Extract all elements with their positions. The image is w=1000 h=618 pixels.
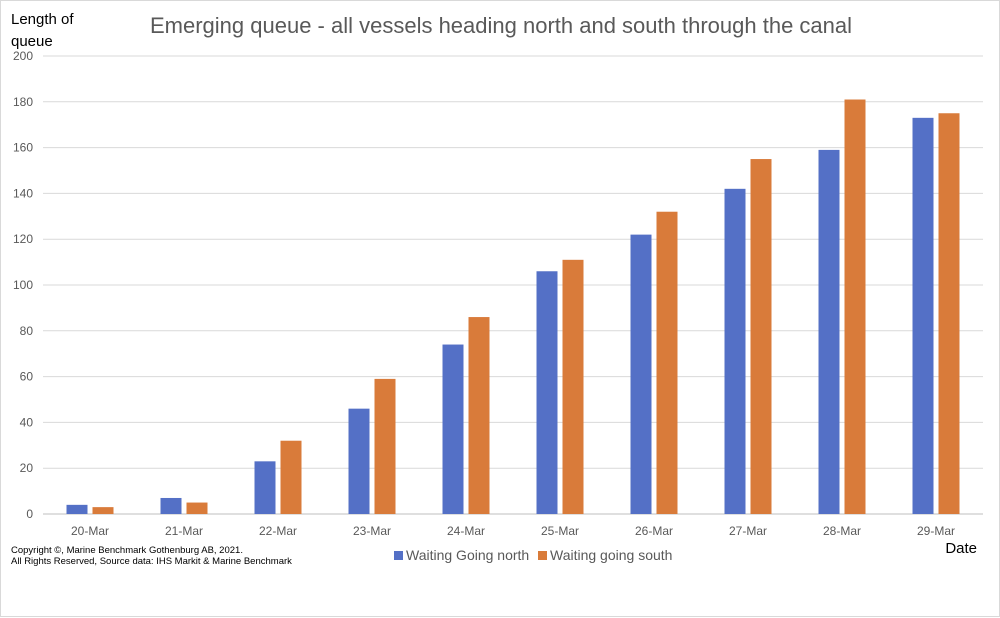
y-axis-ticks: 0 20 40 60 80 100 120 140 160 180 200 (13, 49, 33, 521)
y-tick-label: 100 (13, 278, 33, 292)
x-tick-label: 28-Mar (823, 524, 861, 538)
y-tick-label: 40 (20, 415, 34, 429)
bar-north (630, 234, 652, 514)
x-axis-ticks: 20-Mar 21-Mar 22-Mar 23-Mar 24-Mar 25-Mar 26-M… (71, 524, 955, 538)
legend-label-north: Waiting Going north (406, 547, 529, 563)
y-tick-label: 0 (26, 507, 33, 521)
x-tick-label: 29-Mar (917, 524, 955, 538)
x-tick-label: 24-Mar (447, 524, 485, 538)
x-tick-label: 25-Mar (541, 524, 579, 538)
y-tick-label: 80 (20, 324, 34, 338)
bar-south (374, 378, 396, 514)
copyright-line-2: All Rights Reserved, Source data: IHS Ma… (11, 556, 292, 567)
chart-title: Emerging queue - all vessels heading nor… (150, 13, 852, 38)
x-tick-label: 26-Mar (635, 524, 673, 538)
bar-south (92, 507, 114, 514)
bar-south (280, 440, 302, 514)
y-axis-label-line-2: queue (11, 33, 53, 50)
legend-swatch-north (394, 551, 403, 560)
y-tick-label: 200 (13, 49, 33, 63)
bar-north (818, 149, 840, 514)
x-tick-label: 27-Mar (729, 524, 767, 538)
y-tick-label: 60 (20, 370, 34, 384)
bar-south (750, 159, 772, 515)
x-axis-label: Date (945, 540, 977, 557)
bar-north (724, 188, 746, 514)
y-tick-label: 180 (13, 95, 33, 109)
bar-south (844, 99, 866, 514)
legend: Waiting Going north Waiting going south (394, 547, 672, 563)
copyright-line-1: Copyright ©, Marine Benchmark Gothenburg… (11, 545, 243, 556)
bar-south (468, 317, 490, 514)
y-tick-label: 140 (13, 186, 33, 200)
bar-south (562, 259, 584, 514)
bar-north (254, 461, 276, 514)
legend-swatch-south (538, 551, 547, 560)
bar-south (938, 113, 960, 514)
x-tick-label: 21-Mar (165, 524, 203, 538)
x-tick-label: 23-Mar (353, 524, 391, 538)
bar-north (348, 408, 370, 514)
x-tick-label: 20-Mar (71, 524, 109, 538)
x-tick-label: 22-Mar (259, 524, 297, 538)
bar-south (656, 211, 678, 514)
bar-north (912, 117, 934, 514)
bar-north (66, 504, 88, 514)
bar-north (536, 271, 558, 514)
gridlines (43, 55, 983, 515)
y-tick-label: 160 (13, 141, 33, 155)
legend-label-south: Waiting going south (550, 547, 672, 563)
y-axis-label-line-1: Length of (11, 11, 74, 28)
y-tick-label: 20 (20, 461, 34, 475)
bars (66, 99, 960, 515)
y-tick-label: 120 (13, 232, 33, 246)
bar-north (160, 497, 182, 514)
bar-north (442, 344, 464, 514)
bar-south (186, 502, 208, 514)
